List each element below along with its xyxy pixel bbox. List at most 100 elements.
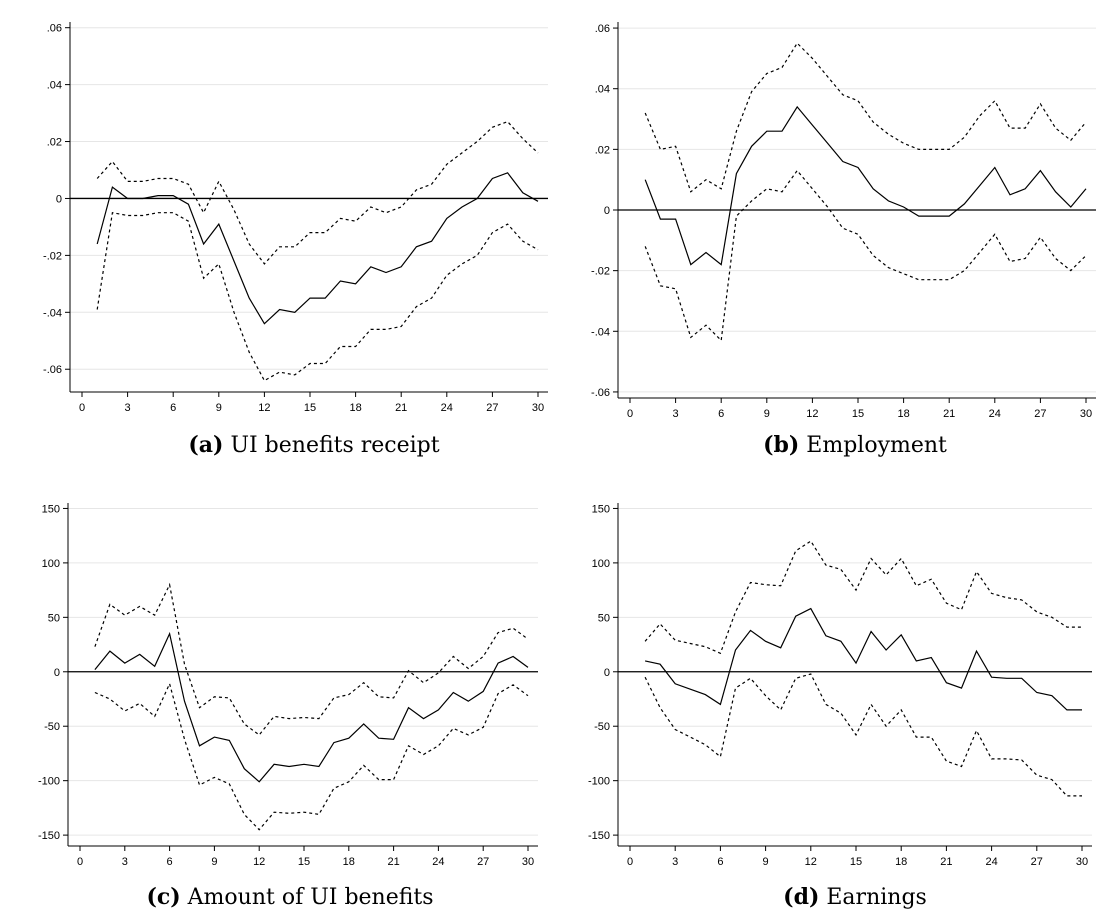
employment-estimate-line: [644, 105, 1087, 266]
y-tick-label: -.02: [591, 266, 610, 278]
ui-benefits-receipt-estimate-line: [96, 172, 539, 325]
x-tick-label: 9: [764, 408, 770, 420]
y-tick-label: .02: [47, 137, 62, 149]
ui-benefits-receipt-upper-ci-line: [96, 120, 539, 265]
chart-employment: .06 .04 .02 0 -.02 -.04 -.06 0 3 6 9 12 15 18 21 24 27 30: [591, 22, 1096, 420]
x-tick-label: 27: [1031, 856, 1043, 868]
y-tick-label: -150: [588, 830, 610, 842]
x-tick-label: 30: [1080, 408, 1092, 420]
y-tick-label: -.04: [591, 326, 610, 338]
y-tick-label: .02: [595, 144, 610, 156]
caption-text: UI benefits receipt: [230, 433, 440, 458]
x-tick-label: 21: [395, 402, 407, 414]
x-tick-label: 9: [211, 856, 217, 868]
x-tick-label: 30: [1076, 856, 1088, 868]
x-tick-label: 12: [253, 856, 265, 868]
x-tick-label: 3: [673, 408, 679, 420]
x-tick-label: 6: [170, 402, 176, 414]
y-tick-label: -100: [38, 776, 60, 788]
caption-ui-benefits-receipt: (a) UI benefits receipt: [74, 432, 554, 458]
ui-benefits-receipt-lower-ci-line: [96, 211, 539, 382]
y-tick-label: -.04: [43, 307, 62, 319]
x-tick-label: 27: [477, 856, 489, 868]
x-tick-label: 30: [522, 856, 534, 868]
y-tick-label: 150: [592, 503, 610, 515]
x-tick-label: 9: [763, 856, 769, 868]
caption-text: Earnings: [826, 885, 927, 910]
y-tick-label: 0: [54, 667, 60, 679]
x-tick-label: 18: [343, 856, 355, 868]
panel-earnings: 150 100 50 0 -50 -100 -150 0 3 6 9 12 15 18 21 24 27 30 (…: [560, 470, 1097, 919]
x-tick-label: 24: [432, 856, 444, 868]
y-tick-label: -50: [594, 721, 610, 733]
amount-ui-benefits-lower-ci-line: [94, 682, 529, 831]
x-tick-label: 6: [718, 408, 724, 420]
x-tick-label: 18: [895, 856, 907, 868]
caption-earnings: (d) Earnings: [620, 884, 1090, 910]
caption-text: Employment: [806, 433, 947, 458]
caption-tag: (d): [783, 884, 820, 910]
y-tick-label: 100: [592, 558, 610, 570]
x-tick-label: 3: [125, 402, 131, 414]
y-tick-label: 100: [42, 558, 60, 570]
earnings-estimate-line: [644, 607, 1082, 711]
x-tick-label: 21: [387, 856, 399, 868]
y-tick-label: 0: [604, 667, 610, 679]
y-tick-label: -100: [588, 776, 610, 788]
y-tick-label: .04: [47, 80, 62, 92]
x-tick-label: 0: [77, 856, 83, 868]
x-tick-label: 15: [304, 402, 316, 414]
x-tick-label: 15: [850, 856, 862, 868]
y-tick-label: 150: [42, 503, 60, 515]
panel-employment: .06 .04 .02 0 -.02 -.04 -.06 0 3 6 9 12 15 18 21 24 27 30…: [560, 0, 1097, 470]
caption-amount-ui-benefits: (c) Amount of UI benefits: [40, 884, 540, 910]
x-tick-label: 30: [532, 402, 544, 414]
caption-text: Amount of UI benefits: [187, 885, 434, 910]
caption-tag: (b): [763, 432, 800, 458]
y-tick-label: -.06: [43, 364, 62, 376]
x-tick-label: 21: [943, 408, 955, 420]
x-tick-label: 6: [167, 856, 173, 868]
x-tick-label: 24: [985, 856, 997, 868]
x-tick-label: 3: [672, 856, 678, 868]
x-tick-label: 3: [122, 856, 128, 868]
x-tick-label: 12: [258, 402, 270, 414]
panel-ui-benefits-receipt: .06 .04 .02 0 -.02 -.04 -.06 0 3 6 9 12 15 18 21 24 27 30…: [0, 0, 560, 470]
y-tick-label: 0: [56, 193, 62, 205]
y-tick-label: 0: [604, 205, 610, 217]
amount-ui-benefits-estimate-line: [94, 631, 529, 783]
y-tick-label: -.02: [43, 250, 62, 262]
x-tick-label: 6: [717, 856, 723, 868]
earnings-upper-ci-line: [644, 540, 1082, 655]
x-tick-label: 0: [627, 408, 633, 420]
x-tick-label: 27: [1034, 408, 1046, 420]
chart-earnings: 150 100 50 0 -50 -100 -150 0 3 6 9 12 15 18 21 24 27 30: [588, 503, 1092, 868]
x-tick-label: 15: [298, 856, 310, 868]
x-tick-label: 18: [349, 402, 361, 414]
x-tick-label: 12: [805, 856, 817, 868]
panel-amount-ui-benefits: 150 100 50 0 -50 -100 -150 0 3 6 9 12 15 18 21 24 27 30 (…: [0, 470, 560, 919]
amount-ui-benefits-upper-ci-line: [94, 582, 529, 736]
caption-employment: (b) Employment: [620, 432, 1090, 458]
x-tick-label: 24: [989, 408, 1001, 420]
x-tick-label: 24: [441, 402, 453, 414]
chart-ui-benefits-receipt: .06 .04 .02 0 -.02 -.04 -.06 0 3 6 9 12 15 18 21 24 27 30: [43, 22, 548, 414]
x-tick-label: 27: [486, 402, 498, 414]
y-tick-label: .06: [47, 23, 62, 35]
caption-tag: (c): [146, 884, 181, 910]
earnings-lower-ci-line: [644, 673, 1082, 797]
y-tick-label: .06: [595, 23, 610, 35]
x-tick-label: 18: [897, 408, 909, 420]
x-tick-label: 0: [627, 856, 633, 868]
y-tick-label: 50: [48, 612, 60, 624]
y-tick-label: -.06: [591, 387, 610, 399]
chart-amount-ui-benefits: 150 100 50 0 -50 -100 -150 0 3 6 9 12 15 18 21 24 27 30: [38, 503, 538, 868]
caption-tag: (a): [188, 432, 224, 458]
y-tick-label: -150: [38, 830, 60, 842]
y-tick-label: .04: [595, 84, 610, 96]
x-tick-label: 15: [852, 408, 864, 420]
x-tick-label: 9: [216, 402, 222, 414]
x-tick-label: 21: [940, 856, 952, 868]
employment-upper-ci-line: [644, 42, 1087, 193]
y-tick-label: -50: [44, 721, 60, 733]
